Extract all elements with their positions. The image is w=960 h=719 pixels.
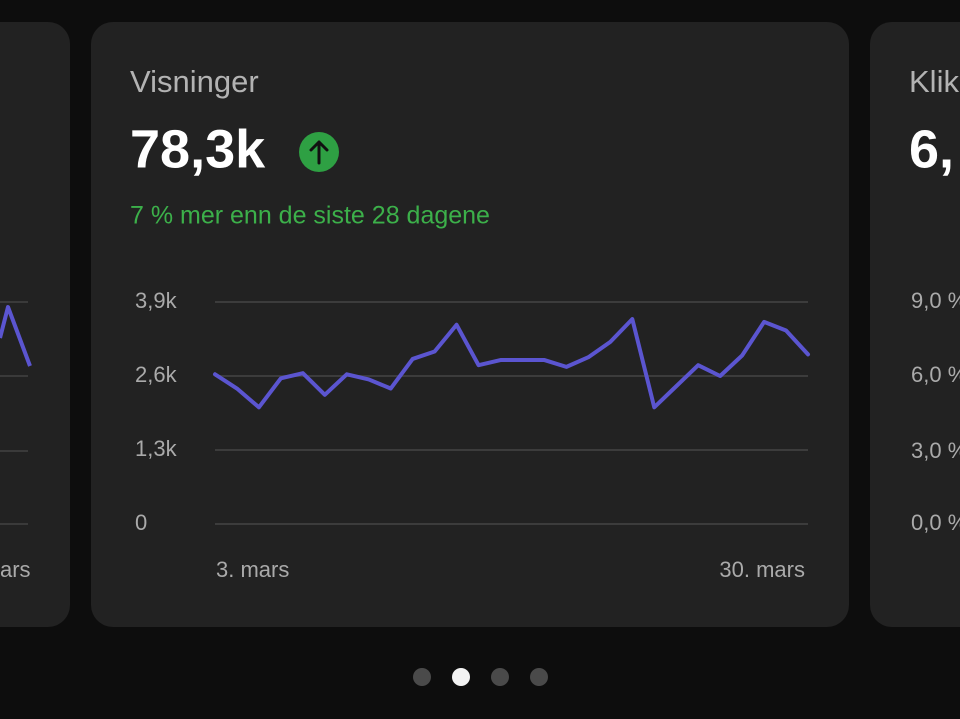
pager[interactable]	[413, 668, 548, 686]
left-card	[0, 22, 70, 627]
right-card-clip: Klik 6, 9,0 % 6,0 % 3,0 % 0,0 %	[870, 22, 960, 627]
right-card	[870, 22, 960, 627]
right-value: 6,	[909, 119, 954, 179]
right-ticks: 9,0 % 6,0 % 3,0 % 0,0 %	[911, 288, 960, 535]
series-line	[213, 317, 810, 410]
card-title: Visninger	[130, 64, 259, 99]
page-dot[interactable]	[413, 668, 431, 686]
right-tick-label: 3,0 %	[911, 438, 960, 463]
right-title: Klik	[909, 64, 959, 99]
x-tick-label: 30. mars	[719, 557, 805, 582]
left-grid	[0, 301, 28, 525]
right-tick-label: 6,0 %	[911, 362, 960, 387]
chart: 0 1,3k 2,6k 3,9k 3. mars 30. mars	[135, 288, 810, 582]
main-card	[91, 22, 849, 627]
page-dot[interactable]	[530, 668, 548, 686]
card-value: 78,3k	[130, 119, 266, 179]
y-tick-label: 2,6k	[135, 362, 178, 387]
y-tick-label: 0	[135, 510, 147, 535]
page-dot[interactable]	[491, 668, 509, 686]
right-tick-label: 9,0 %	[911, 288, 960, 313]
y-tick-label: 3,9k	[135, 288, 178, 313]
change-text: 7 % mer enn de siste 28 dagene	[130, 202, 490, 230]
left-x-label: ars	[0, 557, 31, 582]
x-tick-label: 3. mars	[216, 557, 289, 582]
y-tick-label: 1,3k	[135, 436, 178, 461]
left-line	[0, 305, 32, 367]
page-dot-active[interactable]	[452, 668, 470, 686]
up-icon	[299, 132, 339, 172]
right-tick-label: 0,0 %	[911, 510, 960, 535]
